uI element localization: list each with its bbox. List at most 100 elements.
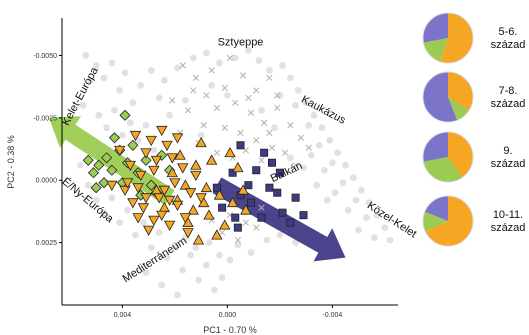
pie-outline (422, 71, 474, 123)
cross-stroke (200, 122, 207, 129)
steppe-sample-cross (297, 134, 305, 141)
pie-outline (422, 12, 474, 64)
sample-diamond (101, 152, 113, 164)
cross-stroke (226, 212, 234, 219)
reference-sample-point (315, 141, 323, 149)
reference-sample-point (355, 226, 363, 234)
sample-square (265, 183, 274, 192)
steppe-sample-cross (232, 99, 239, 107)
steppe-sample-cross (203, 92, 210, 99)
reference-sample-point (79, 101, 87, 109)
sample-triangle-down (179, 213, 192, 224)
sample-diamond (93, 159, 105, 171)
sample-triangle-up (240, 204, 252, 215)
cross-stroke (234, 236, 242, 244)
reference-sample-point (318, 124, 326, 132)
reference-sample-point (247, 249, 255, 256)
steppe-sample-cross (169, 97, 176, 104)
sample-diamond (145, 179, 157, 191)
sample-triangle-up (219, 219, 231, 230)
reference-sample-point (370, 234, 378, 242)
steppe-sample-cross (253, 87, 260, 94)
steppe-sample-cross (266, 74, 273, 82)
sample-triangle-down (177, 163, 189, 174)
direction-arrows (48, 116, 346, 262)
pie-period-label: 5-6. (499, 26, 518, 38)
reference-sample-point (111, 106, 118, 114)
sample-square (267, 158, 276, 167)
sample-triangle-down (135, 170, 147, 182)
sample-triangle-up (195, 136, 207, 148)
pie-period-label: 7-8. (499, 85, 518, 97)
reference-sample-point (226, 256, 234, 264)
sample-triangle-down (142, 225, 155, 236)
sample-triangle-down (182, 228, 194, 239)
sample-triangle-down (140, 148, 152, 159)
steppe-sample-cross (192, 74, 200, 82)
y-tick-label: -0.0025 (33, 115, 57, 122)
pie-period-label: 10-11. (493, 209, 523, 221)
cross-stroke (266, 129, 273, 136)
reference-sample-point (181, 96, 189, 104)
steppe-sample-cross (226, 54, 234, 62)
cross-stroke (292, 162, 299, 169)
cross-stroke (221, 84, 228, 92)
pie-slice (448, 97, 470, 121)
reference-sample-point (205, 239, 213, 247)
steppe-sample-cross (221, 124, 228, 131)
sample-square (273, 188, 282, 197)
reference-sample-point (139, 219, 147, 227)
reference-sample-point (292, 239, 300, 247)
sample-triangle-up (192, 234, 205, 245)
reference-sample-point (234, 241, 242, 249)
reference-sample-point (305, 121, 313, 129)
background-cloud (71, 47, 394, 299)
reference-sample-point (331, 189, 339, 197)
steppe-sample-cross (274, 92, 281, 99)
reference-sample-point (166, 111, 174, 119)
cross-stroke (253, 87, 260, 94)
y-axis-title: PC2 - 0.38 % (6, 135, 16, 189)
sample-triangle-up (187, 204, 199, 215)
reference-sample-point (129, 99, 137, 107)
reference-sample-point (108, 194, 116, 202)
cross-stroke (169, 97, 176, 104)
reference-sample-point (100, 209, 108, 217)
reference-sample-point (108, 59, 116, 67)
sample-triangle-down (124, 160, 136, 172)
reference-sample-point (302, 99, 310, 107)
reference-sample-point (192, 244, 200, 252)
reference-sample-point (231, 54, 239, 62)
steppe-sample-cross (247, 109, 255, 116)
sample-triangle-up (226, 196, 239, 208)
reference-sample-point (223, 91, 231, 99)
reference-sample-point (187, 251, 195, 259)
reference-sample-point (323, 196, 331, 204)
steppe-sample-cross (239, 72, 247, 79)
steppe-sample-cross (218, 229, 226, 236)
reference-sample-point (155, 94, 163, 102)
sample-square (246, 198, 255, 207)
cross-stroke (268, 144, 276, 151)
steppe-sample-cross (200, 122, 207, 129)
reference-sample-point (313, 181, 321, 189)
reference-sample-point (279, 62, 286, 69)
cross-stroke (213, 104, 221, 111)
reference-sample-point (271, 124, 279, 132)
reference-sample-point (116, 86, 124, 94)
reference-sample-point (95, 111, 103, 119)
reference-sample-point (132, 231, 139, 239)
pie-outline (422, 131, 474, 183)
reference-sample-point (386, 236, 394, 244)
reference-sample-point (160, 76, 168, 84)
steppe-sample-cross (258, 204, 265, 211)
pie-slice (422, 13, 448, 43)
sample-triangle-down (163, 195, 176, 207)
reference-sample-point (150, 146, 158, 154)
steppe-sample-cross (245, 94, 252, 102)
sample-triangle-up (190, 159, 202, 170)
sample-triangle-down (132, 213, 144, 224)
sample-triangle-up (166, 166, 178, 178)
reference-sample-point (76, 161, 84, 169)
sample-square (212, 183, 221, 192)
